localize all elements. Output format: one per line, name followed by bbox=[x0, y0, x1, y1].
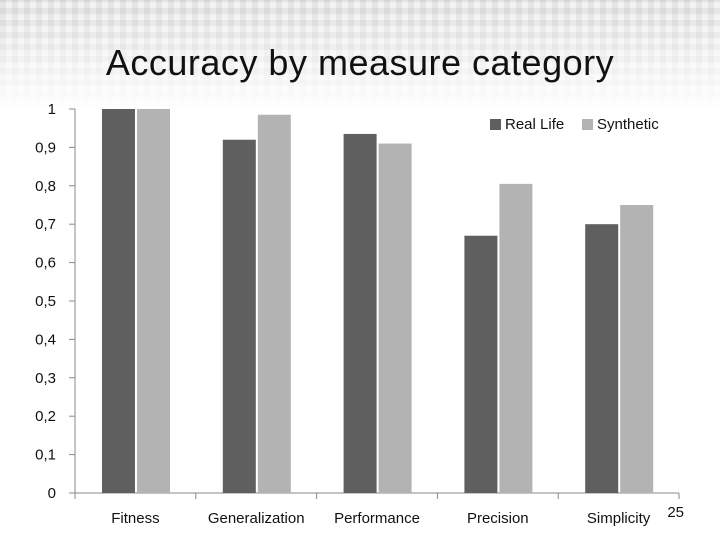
x-category-label: Performance bbox=[334, 510, 420, 527]
x-category-label: Simplicity bbox=[587, 510, 651, 527]
y-tick-label: 0,6 bbox=[35, 255, 56, 272]
y-tick-label: 0,5 bbox=[35, 293, 56, 310]
y-tick-label: 1 bbox=[48, 101, 56, 118]
bar-synthetic-performance bbox=[378, 143, 412, 493]
y-tick-label: 0,8 bbox=[35, 178, 56, 195]
legend-label: Synthetic bbox=[597, 116, 659, 133]
slide-title: Accuracy by measure category bbox=[105, 42, 615, 83]
bar-real-life-performance bbox=[343, 133, 377, 493]
y-tick-label: 0,1 bbox=[35, 447, 56, 464]
page-number: 25 bbox=[667, 504, 684, 521]
y-tick-label: 0 bbox=[48, 485, 56, 502]
x-category-label: Generalization bbox=[208, 510, 305, 527]
background-pattern bbox=[0, 0, 720, 110]
legend-label: Real Life bbox=[505, 116, 564, 133]
bar-real-life-precision bbox=[464, 235, 498, 493]
y-tick-label: 0,9 bbox=[35, 139, 56, 156]
bar-synthetic-generalization bbox=[257, 114, 291, 493]
bar-real-life-generalization bbox=[222, 139, 256, 493]
chart-labels: 0 0,1 0,2 0,3 0,4 0,5 0,6 0,7 0,8 0,9 1 Fitness Gene… bbox=[35, 101, 651, 527]
chart-axes bbox=[69, 108, 680, 499]
bar-synthetic-fitness bbox=[137, 109, 170, 493]
bar-real-life-fitness bbox=[102, 109, 135, 493]
chart-legend: Real Life Synthetic bbox=[490, 116, 659, 133]
x-category-label: Precision bbox=[467, 510, 529, 527]
y-tick-label: 0,7 bbox=[35, 216, 56, 233]
bar-real-life-simplicity bbox=[585, 224, 619, 493]
legend-swatch-synthetic bbox=[582, 119, 593, 130]
x-category-label: Fitness bbox=[111, 510, 159, 527]
bar-synthetic-simplicity bbox=[620, 205, 654, 493]
y-tick-label: 0,2 bbox=[35, 408, 56, 425]
chart-bars bbox=[102, 109, 654, 493]
y-tick-label: 0,3 bbox=[35, 370, 56, 387]
bar-synthetic-precision bbox=[499, 183, 533, 493]
y-tick-label: 0,4 bbox=[35, 331, 56, 348]
legend-swatch-real-life bbox=[490, 119, 501, 130]
